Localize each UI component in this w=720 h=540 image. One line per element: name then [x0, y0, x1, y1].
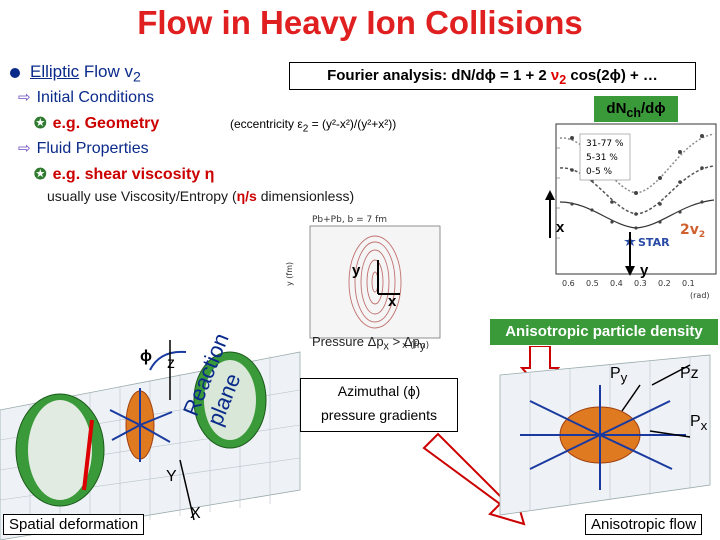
- arrow-bullet-icon: ⇨: [18, 140, 31, 157]
- svg-text:0.5: 0.5: [586, 279, 599, 288]
- py-sub: y: [620, 370, 628, 386]
- px-sub: x: [700, 418, 708, 434]
- inset-title: Pb+Pb, b = 7 fm: [312, 215, 387, 225]
- Y-axis-label: Y: [166, 468, 177, 485]
- shear-viscosity-text: e.g. shear viscosity η: [52, 166, 215, 183]
- legend-31-77: 31-77 %: [586, 139, 624, 149]
- visc-pre: usually use Viscosity/Entropy (: [47, 188, 237, 204]
- ecc-text: (eccentricity ε: [230, 117, 303, 131]
- X-axis-label: X: [190, 505, 201, 522]
- py-text: P: [610, 365, 621, 382]
- fourier-v: ν: [550, 67, 560, 84]
- svg-text:0.2: 0.2: [658, 279, 671, 288]
- y-axis-label-right: y: [640, 262, 649, 279]
- svg-text:(rad): (rad): [690, 291, 710, 300]
- eccentricity-formula: (eccentricity ε2 = (y²-x²)/(y²+x²)): [230, 117, 396, 134]
- elliptic-flow-bullet: Elliptic Flow v2: [10, 62, 141, 85]
- geometry-text: e.g. Geometry: [52, 115, 160, 132]
- svg-text:0.3: 0.3: [634, 279, 647, 288]
- inset-axes-arrows: [377, 260, 400, 295]
- anisotropic-flow-label: Anisotropic flow: [585, 514, 703, 535]
- collision-illustration: [0, 340, 301, 540]
- initial-conditions-text: Initial Conditions: [36, 89, 154, 106]
- azim-line1: Azimuthal (ϕ): [337, 383, 421, 399]
- px-text: P: [690, 413, 701, 430]
- two-v2-label: 2v2: [680, 222, 705, 240]
- geometry-item: ✪ e.g. Geometry: [34, 114, 159, 133]
- spatial-deformation-label: Spatial deformation: [3, 514, 145, 535]
- x-axis-label-right: x: [556, 219, 565, 236]
- svg-text:0.6: 0.6: [562, 279, 575, 288]
- dn-text: dN: [606, 100, 627, 117]
- pressure-pre: Pressure Δp: [312, 334, 384, 349]
- svg-text:0.1: 0.1: [682, 279, 695, 288]
- flow-word: Flow v: [79, 62, 133, 81]
- inset-y-label: y: [352, 262, 361, 279]
- inset-x-label: x: [388, 293, 397, 310]
- viscosity-note: usually use Viscosity/Entropy (η/s dimen…: [47, 188, 354, 204]
- fourier-text: Fourier analysis: dN/dϕ = 1 + 2: [327, 67, 551, 84]
- star-bullet-icon: ✪: [34, 115, 47, 132]
- flow-illustration: [499, 354, 711, 516]
- pressure-sub2: y: [419, 340, 426, 353]
- ecc-sub: 2: [302, 123, 309, 135]
- slide-title: Flow in Heavy Ion Collisions: [137, 4, 583, 41]
- azimuthal-gradients-box: Azimuthal (ϕ) pressure gradients: [300, 378, 458, 432]
- azim-line2: pressure gradients: [321, 407, 437, 423]
- ecc-rest: = (y²-x²)/(y²+x²)): [308, 117, 397, 131]
- svg-text:0.4: 0.4: [610, 279, 623, 288]
- arrow-bullet-icon: ⇨: [18, 89, 31, 106]
- fourier-rest: cos(2ϕ) + …: [566, 67, 658, 84]
- star-bullet-icon: ✪: [34, 166, 47, 183]
- visc-post: dimensionless): [256, 188, 355, 204]
- phi-label: ϕ: [140, 348, 152, 365]
- contour-inset: Pb+Pb, b = 7 fm y (fm) x (fm): [285, 215, 441, 351]
- py-label: Py: [610, 365, 627, 385]
- bullet-dot-icon: [10, 67, 20, 78]
- dn-sub: ch: [626, 106, 641, 120]
- y-arrow-right: [625, 232, 635, 276]
- fourier-sub: 2: [559, 73, 567, 87]
- dn-post: /dϕ: [641, 100, 666, 117]
- star-label: STAR: [638, 236, 670, 249]
- initial-conditions: ⇨ Initial Conditions: [18, 88, 154, 107]
- pz-label: Pz: [680, 365, 699, 382]
- fluid-properties: ⇨ Fluid Properties: [18, 139, 149, 158]
- fluid-properties-text: Fluid Properties: [36, 140, 149, 157]
- x-arrow-right: [545, 190, 555, 238]
- inset-ylabel: y (fm): [285, 262, 294, 286]
- legend-0-5: 0-5 %: [586, 167, 613, 177]
- z-label: z: [167, 355, 175, 372]
- viscosity-item: ✪ e.g. shear viscosity η: [34, 165, 214, 184]
- px-label: Px: [690, 413, 707, 433]
- elliptic-word: Elliptic: [30, 62, 80, 81]
- anisotropic-density-label: Anisotropic particle density: [490, 319, 718, 345]
- v2-subscript: 2: [132, 69, 141, 86]
- visc-ratio: η/s: [236, 188, 257, 204]
- pressure-sub1: x: [383, 340, 389, 353]
- dn-dphi-label: dNch/dϕ: [594, 96, 678, 122]
- pressure-mid: > Δp: [388, 334, 420, 349]
- legend-5-31: 5-31 %: [586, 153, 618, 163]
- pressure-text: Pressure Δpx > Δpy: [312, 334, 425, 353]
- fourier-analysis-box: Fourier analysis: dN/dϕ = 1 + 2 ν2 cos(2…: [289, 62, 696, 90]
- inset-xlabel: x (fm): [402, 341, 429, 351]
- dn-dphi-plot: 31-77 % 5-31 % 0-5 % STAR 2v2 0.6 0.5 0.…: [555, 123, 717, 300]
